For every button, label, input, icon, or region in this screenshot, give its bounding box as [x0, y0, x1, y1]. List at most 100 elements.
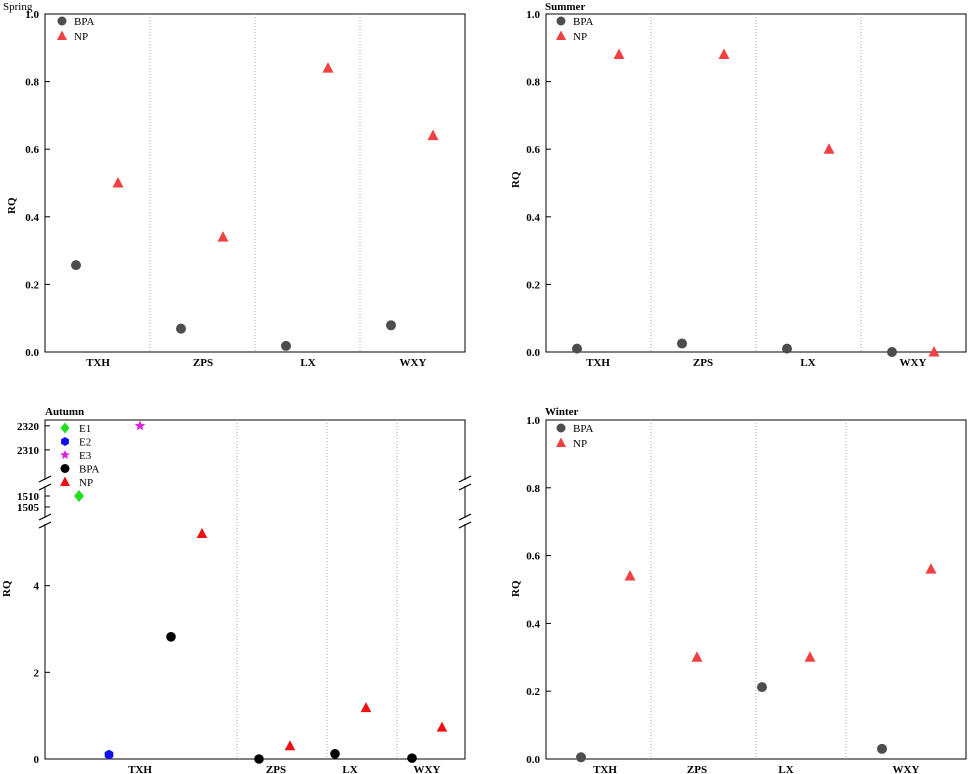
summer-site-separators — [650, 14, 862, 352]
legend-marker-np — [60, 476, 70, 486]
data-point-bpa — [877, 743, 887, 754]
legend-marker-bpa — [57, 16, 67, 26]
y-tick-label: 0.2 — [526, 279, 540, 291]
y-tick-label: 0.6 — [25, 144, 39, 156]
winter-panel: Winter 0.0 0.2 0.4 0.6 0.8 1.0 TXH ZPS LX WXY RQ… — [510, 406, 967, 774]
legend-label: E1 — [79, 423, 91, 435]
winter-ylabel: RQ — [510, 580, 522, 597]
data-point-bpa — [71, 260, 81, 271]
data-point-np — [928, 346, 940, 357]
axis-break-slash — [38, 475, 52, 483]
x-category-label: ZPS — [266, 764, 286, 774]
winter-x-categories: TXH ZPS LX WXY — [593, 764, 919, 774]
data-point-np — [624, 569, 636, 581]
spring-title: Spring — [3, 1, 33, 13]
legend-marker-np — [556, 437, 566, 447]
winter-site-separators — [650, 420, 847, 759]
y-tick-label: 0.0 — [25, 347, 39, 359]
legend-label: NP — [573, 438, 587, 450]
autumn-data-marks — [74, 420, 448, 764]
data-point-np — [427, 129, 439, 141]
data-point-np — [360, 702, 372, 713]
y-tick-label: 0.4 — [526, 212, 540, 224]
summer-title: Summer — [545, 1, 585, 13]
summer-ylabel: RQ — [510, 171, 522, 188]
data-point-bpa — [677, 338, 687, 349]
autumn-x-categories: TXH ZPS LX WXY — [128, 764, 440, 774]
x-category-label: LX — [342, 764, 357, 774]
legend-label: BPA — [573, 16, 593, 28]
data-point-np — [613, 48, 625, 60]
data-point-np — [284, 740, 296, 751]
x-category-label: WXY — [893, 764, 920, 774]
data-point-np — [112, 177, 124, 188]
summer-x-categories: TXH ZPS LX WXY — [586, 357, 926, 369]
data-point-np — [823, 143, 835, 154]
data-point-bpa — [407, 753, 417, 763]
legend-label: BPA — [74, 16, 94, 28]
y-tick-label: 0.6 — [526, 551, 540, 563]
summer-panel: Summer 0.0 0.2 0.4 0.6 0.8 1.0 TXH ZPS LX WXY RQ… — [510, 1, 967, 369]
legend-label: E2 — [79, 437, 91, 449]
y-tick-label: 0.2 — [25, 279, 39, 291]
axis-break-gap — [459, 480, 471, 486]
axis-break-slash — [38, 513, 52, 521]
spring-panel: Spring 0.0 0.2 0.4 0.6 0.8 1.0 TXH ZPS LX WXY RQ… — [3, 1, 466, 369]
x-category-label: WXY — [400, 357, 427, 369]
axis-break-gap — [39, 480, 51, 486]
y-tick-label: 0.4 — [526, 618, 540, 630]
data-point-np — [925, 563, 937, 574]
y-tick-label: 0.8 — [25, 77, 39, 89]
data-point-bpa — [166, 632, 176, 642]
legend-marker-e2 — [61, 437, 69, 446]
legend-label: NP — [573, 31, 587, 43]
x-category-label: TXH — [86, 357, 110, 369]
axis-break-slash — [38, 521, 52, 529]
x-category-label: ZPS — [693, 357, 713, 369]
x-category-label: TXH — [128, 764, 152, 774]
y-tick-label: 0.8 — [526, 483, 540, 495]
axis-break-gap — [39, 518, 51, 524]
legend-label: BPA — [573, 423, 593, 435]
legend-marker-np — [57, 30, 67, 40]
data-point-bpa — [176, 323, 186, 334]
y-tick-label: 0.6 — [526, 144, 540, 156]
data-point-bpa — [782, 343, 792, 354]
autumn-title: Autumn — [45, 406, 84, 418]
summer-legend: BPA NP — [556, 16, 593, 43]
legend-label: NP — [74, 31, 88, 43]
summer-data-marks — [572, 48, 940, 357]
data-point-np — [217, 231, 229, 242]
winter-y-ticks: 0.0 0.2 0.4 0.6 0.8 1.0 — [526, 415, 551, 766]
y-tick-label: 0.2 — [526, 686, 540, 698]
axis-break-slash — [458, 475, 472, 483]
winter-legend: BPA NP — [556, 423, 593, 450]
legend-marker-bpa — [556, 423, 566, 433]
y-tick-label: 0.4 — [25, 212, 39, 224]
summer-y-ticks: 0.0 0.2 0.4 0.6 0.8 1.0 — [526, 9, 551, 359]
legend-marker-bpa — [556, 16, 566, 26]
data-point-e3 — [134, 420, 146, 431]
legend-marker-e1 — [60, 422, 70, 434]
x-category-label: ZPS — [193, 357, 213, 369]
y-tick-label: 1.0 — [526, 415, 540, 427]
spring-x-categories: TXH ZPS LX WXY — [86, 357, 426, 369]
data-point-np — [436, 721, 448, 732]
axis-break-slash — [458, 521, 472, 529]
legend-label: BPA — [79, 464, 99, 476]
legend-marker-np — [556, 30, 566, 40]
autumn-plot-frame — [44, 419, 466, 760]
axis-break-slash — [458, 513, 472, 521]
data-point-np — [196, 527, 208, 538]
legend-marker-e3 — [60, 450, 70, 460]
data-point-bpa — [576, 752, 586, 763]
winter-title: Winter — [545, 406, 579, 418]
axis-break-gap — [459, 518, 471, 524]
data-point-e1 — [74, 490, 84, 502]
spring-legend: BPA NP — [57, 16, 94, 43]
x-category-label: LX — [778, 764, 793, 774]
y-tick-label: 4 — [34, 581, 40, 593]
